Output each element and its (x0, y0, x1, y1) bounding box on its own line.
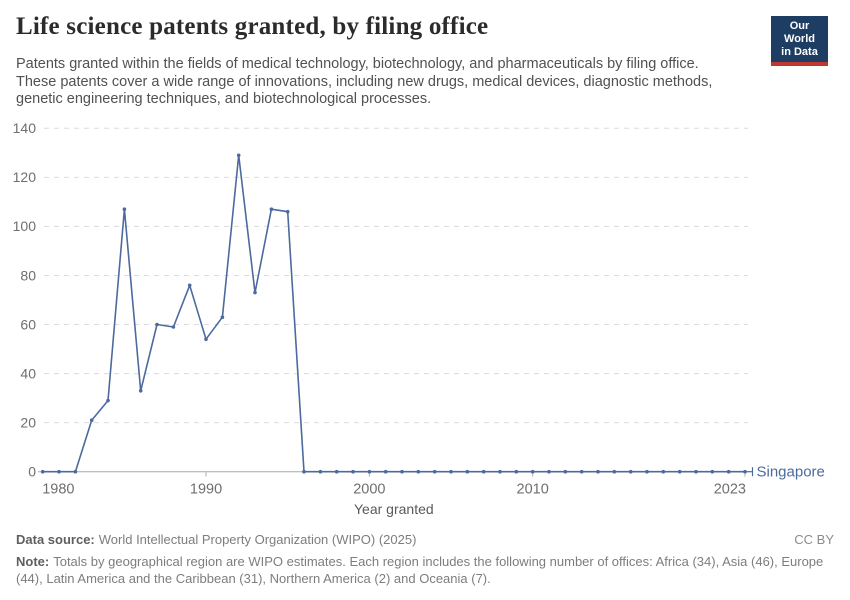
data-point[interactable] (106, 398, 110, 403)
note-text-2: (44), Latin America and the Caribbean (3… (16, 571, 491, 586)
note-line-1: Note: Totals by geographical region are W… (16, 553, 834, 570)
data-point[interactable] (57, 469, 61, 474)
data-point[interactable] (367, 469, 372, 474)
data-point[interactable] (514, 469, 519, 474)
data-point[interactable] (547, 469, 551, 474)
y-tick-label: 140 (13, 120, 37, 136)
data-point[interactable] (187, 283, 192, 288)
note-label: Note: (16, 554, 50, 569)
owid-logo[interactable]: Our World in Data (771, 16, 828, 66)
y-tick-label: 120 (13, 169, 37, 185)
data-point[interactable] (383, 469, 388, 474)
chart-subtitle: Patents granted within the fields of med… (16, 56, 712, 109)
data-point[interactable] (432, 469, 437, 474)
x-tick-label: 1980 (42, 482, 74, 498)
license-label: CC BY (794, 532, 834, 547)
data-point[interactable] (596, 469, 600, 474)
data-point[interactable] (743, 469, 747, 474)
data-point[interactable] (318, 469, 323, 474)
x-tick-label: 2000 (353, 482, 385, 498)
data-point[interactable] (204, 337, 208, 342)
data-point[interactable] (498, 469, 502, 474)
entity-label[interactable]: Singapore (757, 464, 825, 481)
data-point[interactable] (351, 469, 355, 474)
data-source-text: World Intellectual Property Organization… (98, 532, 417, 547)
chart-title: Life science patents granted, by filing … (16, 13, 489, 40)
subtitle-line-1: Patents granted within the fields of med… (16, 56, 699, 72)
data-point[interactable] (530, 469, 535, 474)
data-point[interactable] (400, 469, 404, 474)
subtitle-line-2: These patents cover a wide range of inno… (16, 73, 713, 90)
subtitle-line-3: genetic engineering techniques, and biot… (16, 91, 432, 107)
data-point[interactable] (645, 469, 649, 474)
y-tick-label: 40 (20, 365, 36, 381)
y-tick-label: 100 (13, 218, 37, 234)
x-tick-label: 2023 (714, 482, 746, 498)
data-point[interactable] (302, 469, 306, 474)
data-point[interactable] (122, 207, 127, 211)
data-point[interactable] (220, 315, 225, 320)
y-tick-label: 60 (20, 316, 36, 332)
data-point[interactable] (171, 325, 176, 329)
x-tick-label: 2010 (517, 482, 549, 498)
data-point[interactable] (612, 469, 617, 474)
owid-logo-line-2: in Data (781, 46, 818, 58)
data-point[interactable] (628, 469, 633, 474)
data-point[interactable] (563, 469, 568, 474)
data-point[interactable] (416, 469, 421, 474)
y-tick-label: 0 (28, 464, 36, 480)
chart-note: Note: Totals by geographical region are W… (16, 553, 834, 587)
data-point[interactable] (40, 469, 45, 474)
data-source-row: Data source: World Intellectual Property … (16, 532, 834, 547)
data-point[interactable] (579, 469, 584, 474)
y-tick-label: 80 (20, 267, 36, 283)
series-line-singapore[interactable] (41, 154, 746, 473)
chart-footer: Data source: World Intellectual Property … (16, 532, 834, 587)
note-text-1: Totals by geographical region are WIPO e… (53, 554, 824, 569)
data-point[interactable] (334, 469, 339, 474)
data-point[interactable] (465, 469, 470, 474)
data-point[interactable] (73, 469, 78, 474)
data-point[interactable] (155, 322, 159, 327)
data-point[interactable] (138, 389, 143, 393)
data-point[interactable] (449, 469, 453, 474)
data-point[interactable] (253, 290, 257, 295)
data-point[interactable] (661, 469, 666, 474)
data-point[interactable] (694, 469, 698, 474)
x-axis-title: Year granted (354, 501, 434, 517)
data-point[interactable] (726, 469, 731, 474)
x-tick-label: 1990 (190, 482, 222, 498)
owid-logo-line-1: Our World (784, 20, 815, 45)
data-point[interactable] (677, 469, 682, 474)
data-point[interactable] (89, 418, 94, 423)
data-point[interactable] (710, 469, 715, 474)
data-point[interactable] (236, 153, 241, 158)
data-point[interactable] (269, 207, 274, 211)
y-tick-label: 20 (20, 414, 36, 430)
data-source-label: Data source: (16, 532, 95, 547)
data-point[interactable] (285, 209, 290, 214)
data-point[interactable] (481, 469, 486, 474)
data-source: Data source: World Intellectual Property … (16, 532, 416, 547)
